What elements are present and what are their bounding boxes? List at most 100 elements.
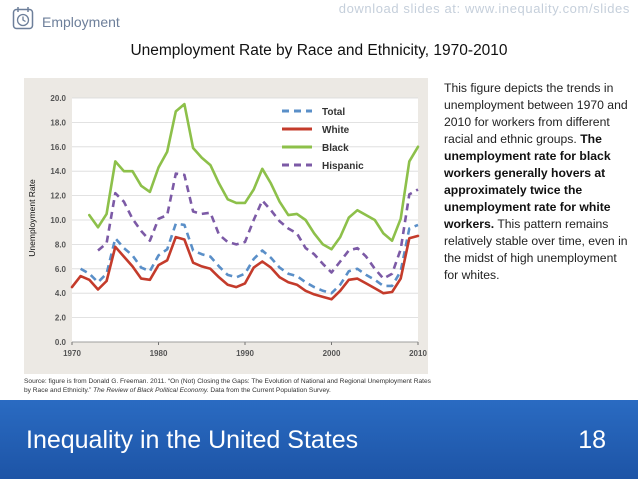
legend-label-hispanic: Hispanic — [322, 161, 364, 172]
data-point-white — [226, 283, 229, 286]
y-tick-label: 10.0 — [50, 216, 66, 225]
data-point-total — [313, 286, 316, 289]
data-point-black — [244, 202, 247, 205]
data-point-total — [408, 227, 411, 230]
series-line-total — [79, 222, 419, 295]
data-point-white — [183, 238, 186, 241]
data-point-black — [399, 217, 402, 220]
description-intro: This figure depicts the trends in unempl… — [444, 81, 628, 146]
data-point-hispanic — [417, 188, 420, 191]
data-point-white — [157, 264, 160, 267]
data-point-white — [356, 277, 359, 280]
data-point-hispanic — [226, 241, 229, 244]
data-point-hispanic — [105, 242, 108, 245]
data-point-white — [175, 236, 178, 239]
calendar-clock-icon — [12, 7, 34, 30]
data-point-white — [287, 281, 290, 284]
data-point-black — [149, 191, 152, 194]
data-point-white — [330, 298, 333, 301]
y-tick-label: 6.0 — [55, 265, 67, 274]
data-point-white — [192, 261, 195, 264]
data-point-hispanic — [200, 213, 203, 216]
data-point-total — [270, 257, 273, 260]
data-point-hispanic — [399, 248, 402, 251]
y-tick-label: 18.0 — [50, 118, 66, 127]
data-point-white — [322, 296, 325, 299]
description-highlight: The unemployment rate for black workers … — [444, 132, 611, 231]
data-point-total — [348, 270, 351, 273]
data-point-hispanic — [304, 247, 307, 250]
data-point-black — [140, 185, 143, 188]
data-point-total — [218, 265, 221, 268]
line-chart: 0.0 2.0 4.0 6.0 8.0 10.0 12.0 14.0 16.0 18.0 20.0 1… — [27, 94, 427, 358]
y-tick-label: 14.0 — [50, 167, 66, 176]
y-tick-label: 0.0 — [55, 338, 67, 347]
data-point-hispanic — [175, 172, 178, 175]
data-point-hispanic — [114, 192, 117, 195]
data-point-total — [330, 292, 333, 295]
x-tick-label: 2010 — [409, 349, 427, 358]
data-point-hispanic — [140, 230, 143, 233]
data-point-black — [218, 182, 221, 185]
data-point-black — [287, 214, 290, 217]
data-point-white — [304, 289, 307, 292]
data-point-white — [391, 291, 394, 294]
data-point-hispanic — [313, 253, 316, 256]
data-point-white — [71, 286, 74, 289]
y-tick-label: 2.0 — [55, 314, 67, 323]
data-point-white — [105, 280, 108, 283]
y-axis-label: Unemployment Rate — [27, 179, 37, 257]
series-line-hispanic — [97, 172, 419, 280]
data-point-total — [149, 270, 152, 273]
data-point-total — [183, 224, 186, 227]
data-point-white — [244, 282, 247, 285]
legend-label-black: Black — [322, 143, 349, 154]
data-point-total — [226, 274, 229, 277]
data-point-black — [252, 188, 255, 191]
section-label: Employment — [42, 14, 120, 30]
data-point-white — [261, 260, 264, 263]
data-point-black — [417, 146, 420, 149]
data-point-black — [166, 150, 169, 153]
data-point-hispanic — [192, 210, 195, 213]
data-point-white — [123, 255, 126, 258]
data-point-total — [123, 247, 126, 250]
data-point-white — [149, 278, 152, 281]
data-point-hispanic — [330, 271, 333, 274]
data-point-total — [278, 266, 281, 269]
data-point-total — [131, 254, 134, 257]
data-point-total — [175, 222, 178, 225]
data-point-black — [123, 170, 126, 173]
description-outro: This pattern remains relatively stable o… — [444, 217, 628, 282]
data-point-white — [140, 277, 143, 280]
data-point-black — [382, 232, 385, 235]
data-point-hispanic — [261, 199, 264, 202]
data-point-black — [200, 156, 203, 159]
data-point-hispanic — [97, 249, 100, 252]
data-point-total — [166, 248, 169, 251]
data-point-white — [348, 278, 351, 281]
data-point-total — [79, 268, 82, 271]
data-point-black — [339, 236, 342, 239]
data-point-black — [296, 213, 299, 216]
data-point-hispanic — [382, 277, 385, 280]
data-point-black — [270, 182, 273, 185]
top-bar: Employment download slides at: www.inequ… — [0, 0, 638, 36]
data-point-hispanic — [123, 200, 126, 203]
y-tick-label: 12.0 — [50, 192, 66, 201]
data-point-total — [417, 224, 420, 227]
data-point-black — [192, 147, 195, 150]
series-line-black — [88, 102, 420, 251]
watermark-url[interactable]: download slides at: www.inequality.com/s… — [338, 1, 630, 16]
legend-label-white: White — [322, 125, 350, 136]
data-point-total — [391, 285, 394, 288]
data-point-black — [356, 209, 359, 212]
data-point-white — [114, 246, 117, 249]
source-journal: The Review of Black Political Economy. — [93, 387, 209, 394]
data-point-hispanic — [209, 211, 212, 214]
y-tick-label: 8.0 — [55, 240, 67, 249]
data-point-hispanic — [365, 255, 368, 258]
data-point-white — [200, 265, 203, 268]
data-point-total — [339, 283, 342, 286]
data-point-total — [200, 253, 203, 256]
